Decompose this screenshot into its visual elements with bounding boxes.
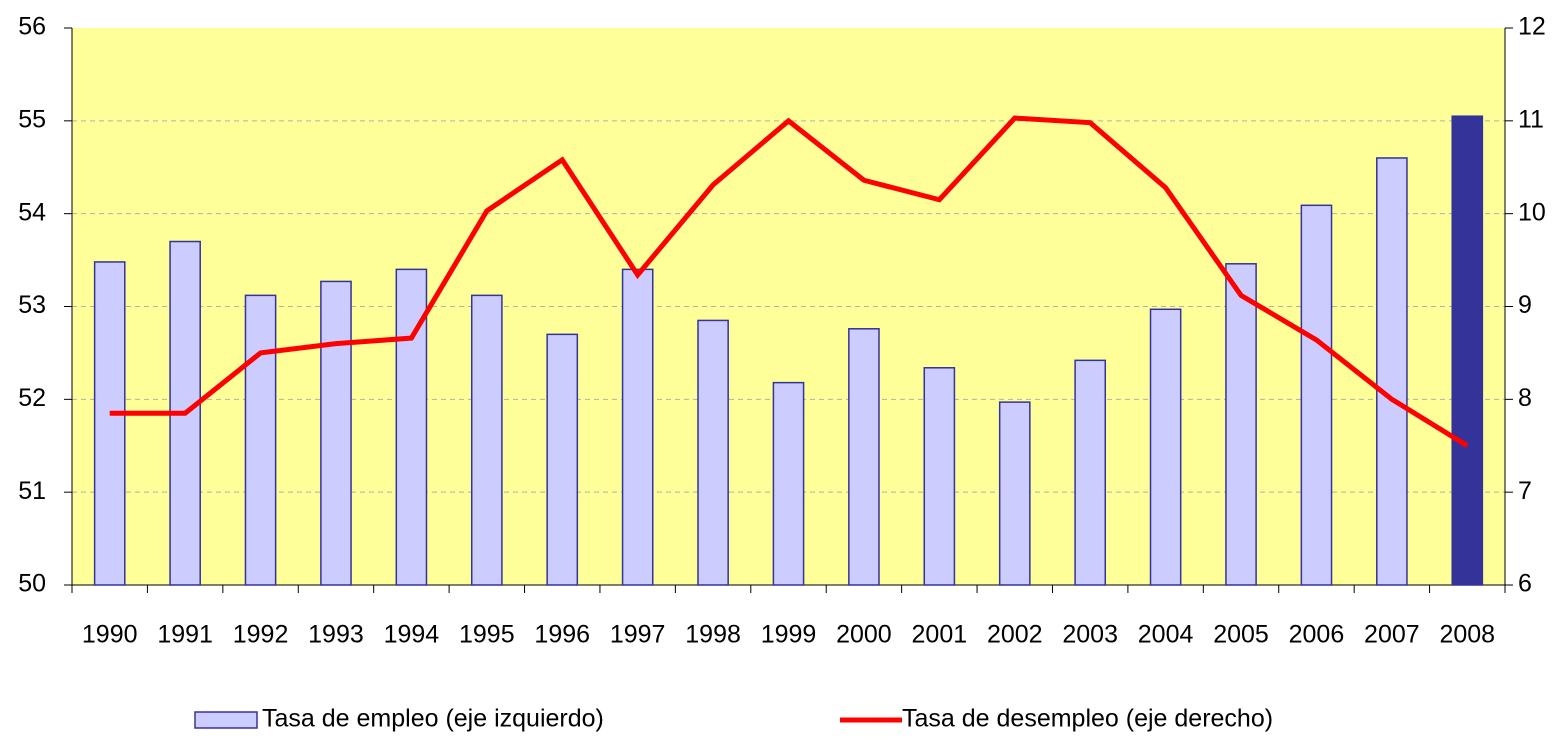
x-tick-label: 1990 (82, 621, 138, 649)
bar (1376, 157, 1408, 586)
bar (1451, 115, 1484, 586)
y2-tick-label: 6 (1518, 570, 1532, 598)
legend-label: Tasa de desempleo (eje derecho) (902, 705, 1273, 733)
x-tick-label: 2008 (1439, 621, 1495, 649)
bar (320, 280, 352, 586)
y-tick-label: 52 (18, 384, 46, 412)
y-tick-label: 55 (18, 105, 46, 133)
y-tick-label: 54 (18, 198, 46, 226)
bar (621, 268, 654, 586)
bar (697, 319, 729, 586)
y-tick-label: 50 (18, 570, 46, 598)
bar (93, 261, 126, 586)
x-tick-label: 1996 (534, 621, 590, 649)
x-tick-label: 1998 (685, 621, 741, 649)
x-tick-label: 2006 (1289, 621, 1345, 649)
y-tick-label: 56 (18, 13, 46, 41)
bar (848, 328, 880, 586)
bar (1149, 308, 1182, 586)
x-tick-label: 2003 (1062, 621, 1118, 649)
bar (470, 294, 503, 586)
x-tick-label: 2007 (1364, 621, 1420, 649)
x-tick-label: 1995 (459, 621, 515, 649)
bar (772, 381, 805, 586)
y2-tick-label: 8 (1518, 384, 1532, 412)
bar (546, 333, 579, 586)
y2-tick-label: 7 (1518, 477, 1532, 505)
y2-tick-label: 9 (1518, 291, 1532, 319)
x-tick-label: 1999 (761, 621, 817, 649)
y2-tick-label: 12 (1518, 13, 1546, 41)
legend-swatch (194, 711, 258, 729)
x-tick-label: 1992 (233, 621, 289, 649)
x-tick-label: 1991 (157, 621, 213, 649)
y2-tick-label: 11 (1518, 105, 1544, 133)
line (109, 115, 1469, 448)
x-tick-label: 2005 (1213, 621, 1269, 649)
bar (1225, 263, 1257, 586)
x-tick-label: 1994 (384, 621, 440, 649)
bar (998, 401, 1031, 586)
bar (244, 294, 277, 586)
x-tick-label: 1993 (308, 621, 364, 649)
bar (1074, 359, 1107, 586)
y2-tick-label: 10 (1518, 198, 1546, 226)
x-tick-label: 1997 (610, 621, 666, 649)
x-tick-label: 2004 (1138, 621, 1194, 649)
bar (1300, 204, 1333, 586)
x-tick-label: 2001 (912, 621, 968, 649)
y-tick-label: 51 (18, 477, 46, 505)
x-tick-label: 2000 (836, 621, 892, 649)
bar (923, 367, 956, 586)
x-tick-label: 2002 (987, 621, 1043, 649)
y-tick-label: 53 (18, 291, 46, 319)
legend-label: Tasa de empleo (eje izquierdo) (262, 705, 604, 733)
